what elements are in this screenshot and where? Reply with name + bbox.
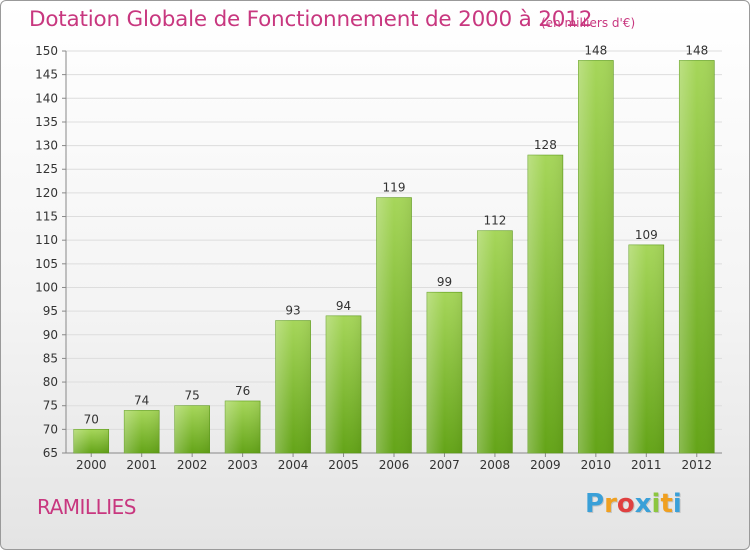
logo-letter: i bbox=[651, 489, 661, 519]
bar-shine-2009 bbox=[527, 155, 563, 453]
commune-name: RAMILLIES bbox=[37, 495, 136, 519]
value-label-2001: 74 bbox=[134, 393, 149, 407]
logo-letter: P bbox=[585, 489, 605, 519]
y-tick-label: 130 bbox=[35, 139, 58, 153]
x-tick-label-2006: 2006 bbox=[379, 458, 410, 472]
bar-shine-2008 bbox=[477, 230, 513, 453]
x-tick-label-2011: 2011 bbox=[631, 458, 662, 472]
value-label-2009: 128 bbox=[534, 138, 557, 152]
bar-shine-2003 bbox=[225, 400, 261, 453]
value-label-2006: 119 bbox=[383, 181, 406, 195]
chart-title: Dotation Globale de Fonctionnement de 20… bbox=[29, 7, 593, 32]
chart-subtitle: (en milliers d'€) bbox=[541, 16, 636, 30]
x-tick-label-2009: 2009 bbox=[530, 458, 561, 472]
logo-letter: x bbox=[634, 489, 652, 519]
y-tick-label: 95 bbox=[43, 304, 58, 318]
value-label-2004: 93 bbox=[285, 304, 300, 318]
logo-letter: r bbox=[604, 489, 617, 519]
value-label-2012: 148 bbox=[685, 43, 708, 57]
x-tick-label-2001: 2001 bbox=[126, 458, 157, 472]
logo-letter: o bbox=[616, 489, 635, 519]
logo-letter: i bbox=[672, 489, 682, 519]
value-label-2008: 112 bbox=[483, 214, 506, 228]
bar-shine-2006 bbox=[376, 197, 412, 453]
y-tick-label: 100 bbox=[35, 280, 58, 294]
value-label-2010: 148 bbox=[584, 43, 607, 57]
x-tick-label-2003: 2003 bbox=[227, 458, 258, 472]
bar-shine-2005 bbox=[326, 315, 362, 453]
value-label-2003: 76 bbox=[235, 384, 250, 398]
x-tick-label-2004: 2004 bbox=[278, 458, 309, 472]
y-tick-label: 105 bbox=[35, 257, 58, 271]
y-tick-label: 135 bbox=[35, 115, 58, 129]
x-tick-label-2000: 2000 bbox=[76, 458, 107, 472]
y-tick-label: 150 bbox=[35, 44, 58, 58]
y-tick-label: 90 bbox=[43, 328, 58, 342]
x-tick-label-2012: 2012 bbox=[681, 458, 712, 472]
x-tick-label-2007: 2007 bbox=[429, 458, 460, 472]
bar-shine-2011 bbox=[628, 244, 664, 453]
value-label-2011: 109 bbox=[635, 228, 658, 242]
bar-shine-2010 bbox=[578, 60, 614, 453]
bar-shine-2012 bbox=[679, 60, 715, 453]
x-tick-label-2005: 2005 bbox=[328, 458, 359, 472]
y-tick-label: 120 bbox=[35, 186, 58, 200]
value-label-2005: 94 bbox=[336, 299, 351, 313]
logo-letter: t bbox=[660, 489, 673, 519]
x-tick-label-2008: 2008 bbox=[480, 458, 511, 472]
y-tick-label: 80 bbox=[43, 375, 58, 389]
y-tick-label: 140 bbox=[35, 91, 58, 105]
bar-layer bbox=[73, 60, 715, 454]
proxiti-logo[interactable]: Proxiti bbox=[585, 489, 682, 519]
value-label-2000: 70 bbox=[84, 412, 99, 426]
y-tick-label: 75 bbox=[43, 399, 58, 413]
y-tick-label: 85 bbox=[43, 351, 58, 365]
y-tick-label: 145 bbox=[35, 68, 58, 82]
x-tick-label-2010: 2010 bbox=[581, 458, 612, 472]
value-label-2007: 99 bbox=[437, 275, 452, 289]
y-tick-label: 110 bbox=[35, 233, 58, 247]
bar-shine-2001 bbox=[124, 410, 160, 453]
bar-shine-2002 bbox=[174, 405, 210, 453]
x-tick-label-2002: 2002 bbox=[177, 458, 208, 472]
bar-shine-2000 bbox=[73, 429, 109, 453]
bar-shine-2004 bbox=[275, 320, 311, 453]
y-tick-label: 65 bbox=[43, 446, 58, 460]
y-tick-label: 125 bbox=[35, 162, 58, 176]
y-tick-label: 70 bbox=[43, 422, 58, 436]
label-layer: 70 2000 74 2001 75 2002 76 2003 93 2004 94 2005 119 2… bbox=[76, 43, 712, 472]
y-tick-label: 115 bbox=[35, 210, 58, 224]
value-label-2002: 75 bbox=[185, 389, 200, 403]
bar-shine-2007 bbox=[426, 292, 462, 453]
